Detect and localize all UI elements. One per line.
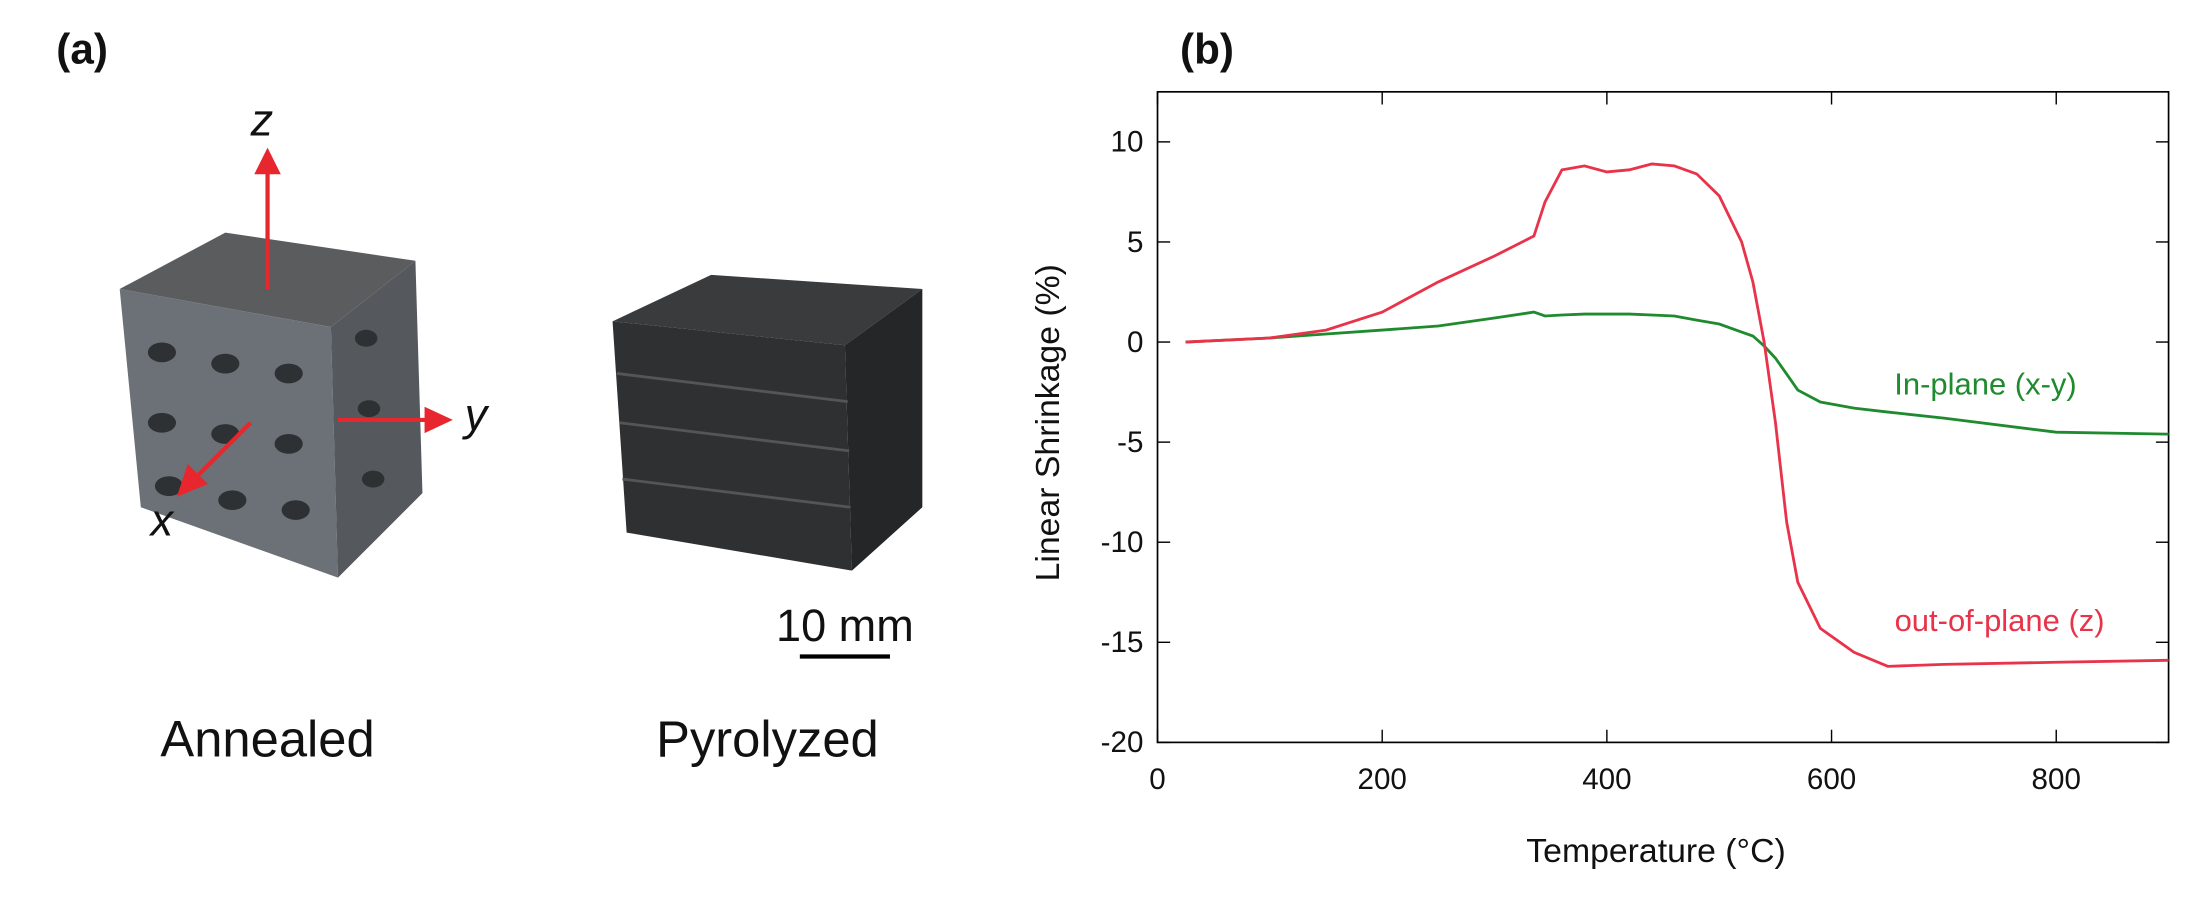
x-axis-label: Temperature (°C) (1526, 832, 1785, 870)
pyrolyzed-cube (612, 274, 923, 571)
axis-name: z (250, 94, 274, 145)
y-tick-label: -5 (1117, 426, 1143, 459)
series-line (1185, 310, 2169, 436)
panel-label: (b) (1180, 26, 1234, 73)
y-axis-label: Linear Shrinkage (%) (1029, 264, 1067, 581)
sample-label: Pyrolyzed (656, 710, 879, 767)
x-tick-label: 600 (1807, 763, 1856, 796)
plot: 0 200 400 600 800 -20 -15 -10 -5 0 5 10 (1101, 90, 2170, 796)
y-tick-label: 5 (1127, 226, 1143, 259)
axis-name: y (462, 389, 490, 440)
plot-frame (1156, 90, 2170, 744)
y-tick-label: -20 (1101, 726, 1144, 759)
sample-label: Annealed (160, 710, 374, 767)
x-tick-label: 0 (1149, 763, 1165, 796)
series-label: In-plane (x-y) (1894, 367, 2076, 402)
y-tick-label: -10 (1101, 526, 1144, 559)
x-tick-label: 800 (2032, 763, 2081, 796)
y-tick-label: 10 (1111, 126, 1144, 159)
axis-arrows (176, 147, 453, 497)
y-tick-label: 0 (1127, 326, 1143, 359)
x-tick-label: 200 (1358, 763, 1407, 796)
scale-bar-label: 10 mm (776, 600, 914, 651)
series-label: out-of-plane (z) (1895, 603, 2105, 638)
series-line (1185, 162, 2169, 668)
panel-label: (a) (56, 26, 108, 73)
x-tick-label: 400 (1582, 763, 1631, 796)
y-tick-label: -15 (1101, 626, 1144, 659)
axis-name: x (149, 494, 175, 545)
